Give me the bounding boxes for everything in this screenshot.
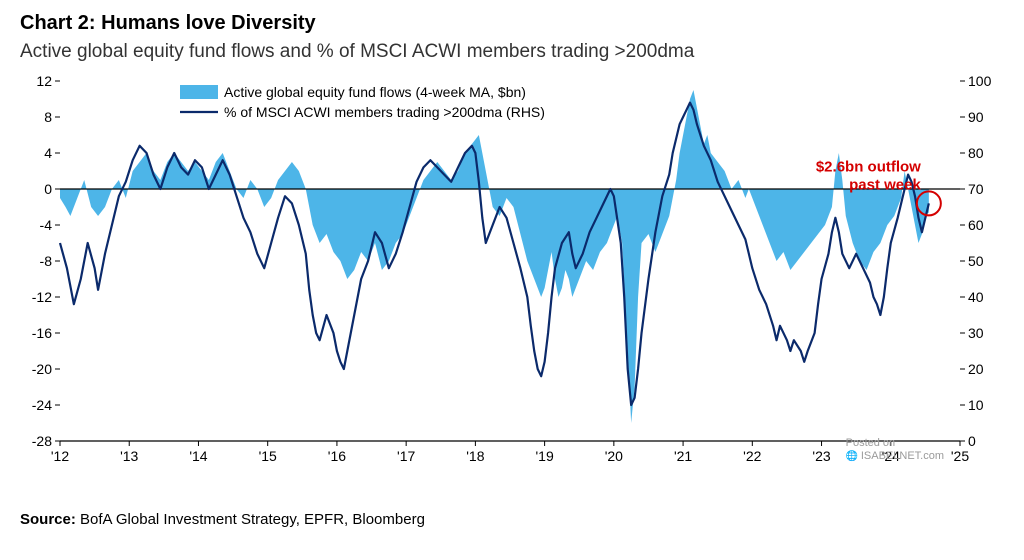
x-tick: '13 xyxy=(120,448,138,464)
x-tick: '22 xyxy=(743,448,761,464)
watermark-line2: ISABELNET.com xyxy=(861,450,944,462)
watermark-line1: Posted on xyxy=(846,437,896,449)
chart-area: 12840-4-8-12-16-20-24-281009080706050403… xyxy=(20,73,1004,493)
y-right-tick: 20 xyxy=(968,361,984,377)
y-right-tick: 100 xyxy=(968,73,992,89)
legend-line-label: % of MSCI ACWI members trading >200dma (… xyxy=(224,104,545,120)
watermark: Posted on 🌐 ISABELNET.com xyxy=(846,437,944,463)
y-left-tick: 0 xyxy=(44,181,52,197)
source-label: Source: xyxy=(20,511,76,528)
y-left-tick: -12 xyxy=(32,289,52,305)
y-left-tick: -8 xyxy=(40,253,53,269)
y-left-tick: 4 xyxy=(44,145,52,161)
y-left-tick: 12 xyxy=(36,73,52,89)
annotation-text-2: past week xyxy=(849,176,921,193)
x-tick: '17 xyxy=(397,448,415,464)
y-right-tick: 40 xyxy=(968,289,984,305)
x-tick: '16 xyxy=(328,448,346,464)
y-left-tick: 8 xyxy=(44,109,52,125)
x-tick: '21 xyxy=(674,448,692,464)
chart-subtitle: Active global equity fund flows and % of… xyxy=(20,41,1004,63)
y-left-tick: -20 xyxy=(32,361,52,377)
y-right-tick: 70 xyxy=(968,181,984,197)
x-tick: '25 xyxy=(951,448,969,464)
legend-area-swatch xyxy=(180,85,218,99)
annotation-text-1: $2.6bn outflow xyxy=(816,158,921,175)
x-tick: '14 xyxy=(189,448,207,464)
y-right-tick: 10 xyxy=(968,397,984,413)
x-tick: '15 xyxy=(259,448,277,464)
y-right-tick: 60 xyxy=(968,217,984,233)
legend-area-label: Active global equity fund flows (4-week … xyxy=(224,84,526,100)
y-left-tick: -28 xyxy=(32,433,52,449)
y-left-tick: -24 xyxy=(32,397,52,413)
x-tick: '19 xyxy=(535,448,553,464)
y-right-tick: 0 xyxy=(968,433,976,449)
chart-title: Chart 2: Humans love Diversity xyxy=(20,12,1004,35)
y-right-tick: 50 xyxy=(968,253,984,269)
y-right-tick: 80 xyxy=(968,145,984,161)
y-left-tick: -16 xyxy=(32,325,52,341)
y-right-tick: 30 xyxy=(968,325,984,341)
y-left-tick: -4 xyxy=(40,217,53,233)
x-tick: '20 xyxy=(605,448,623,464)
x-tick: '12 xyxy=(51,448,69,464)
source-line: Source: BofA Global Investment Strategy,… xyxy=(20,511,1004,528)
x-tick: '23 xyxy=(812,448,830,464)
x-tick: '18 xyxy=(466,448,484,464)
source-text: BofA Global Investment Strategy, EPFR, B… xyxy=(80,511,425,528)
y-right-tick: 90 xyxy=(968,109,984,125)
flows-area xyxy=(60,90,929,423)
